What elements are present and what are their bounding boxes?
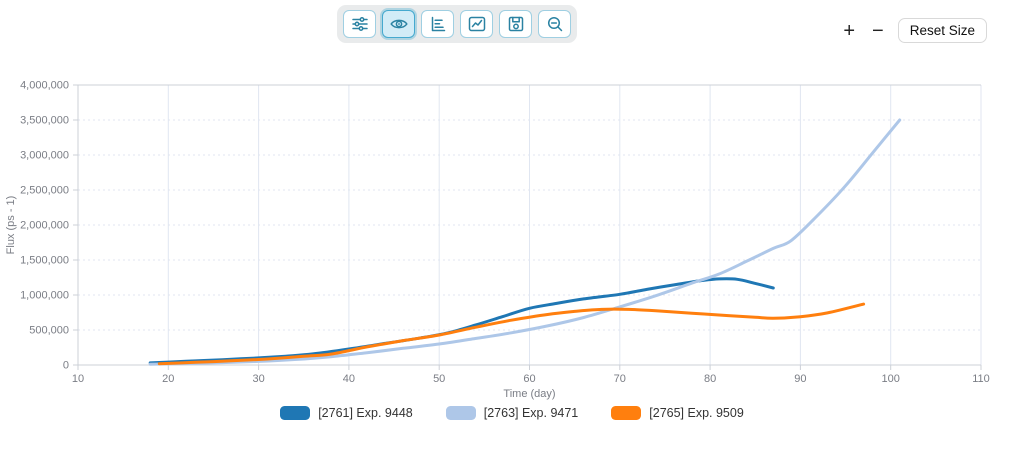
- visibility-button[interactable]: [382, 10, 415, 38]
- zoom-out-icon: [547, 16, 562, 32]
- legend-item[interactable]: [2761] Exp. 9448: [280, 406, 413, 420]
- legend-label: [2761] Exp. 9448: [318, 406, 413, 420]
- y-tick-label: 1,000,000: [20, 290, 69, 302]
- eye-icon: [389, 19, 408, 29]
- y-tick-label: 4,000,000: [20, 80, 69, 92]
- line-chart-button[interactable]: [460, 10, 493, 38]
- decrease-size-button[interactable]: −: [869, 21, 887, 41]
- y-tick-label: 3,500,000: [20, 115, 69, 127]
- legend-item[interactable]: [2763] Exp. 9471: [445, 406, 579, 420]
- legend-swatch: [611, 406, 642, 420]
- x-tick-label: 90: [794, 373, 806, 385]
- x-tick-label: 60: [523, 373, 535, 385]
- bar-chart-icon: [431, 16, 445, 32]
- x-tick-label: 80: [704, 373, 716, 385]
- x-tick-label: 30: [252, 373, 264, 385]
- x-tick-label: 10: [72, 373, 84, 385]
- size-controls: + − Reset Size: [840, 18, 987, 43]
- y-tick-label: 3,000,000: [20, 150, 69, 162]
- chart-legend: [2761] Exp. 9448 [2763] Exp. 9471 [2765] E…: [0, 406, 1024, 420]
- legend-swatch: [445, 406, 476, 420]
- save-icon: [508, 16, 523, 32]
- increase-size-button[interactable]: +: [840, 21, 858, 41]
- series-line-2765: [157, 302, 866, 366]
- zoom-out-button[interactable]: [538, 10, 571, 38]
- bar-chart-button[interactable]: [421, 10, 454, 38]
- y-tick-label: 2,500,000: [20, 185, 69, 197]
- chart-toolbar: [337, 5, 577, 43]
- reset-size-button[interactable]: Reset Size: [897, 18, 987, 43]
- legend-item[interactable]: [2765] Exp. 9509: [611, 406, 744, 420]
- x-axis-title: Time (day): [503, 388, 555, 400]
- series-line-2763: [148, 118, 902, 366]
- y-tick-label: 1,500,000: [20, 255, 69, 267]
- save-button[interactable]: [499, 10, 532, 38]
- x-tick-label: 40: [343, 373, 355, 385]
- y-tick-label: 2,000,000: [20, 220, 69, 232]
- x-tick-label: 50: [433, 373, 445, 385]
- settings-button[interactable]: [343, 10, 376, 38]
- y-axis-title: Flux (ps - 1): [5, 196, 17, 255]
- sliders-icon: [351, 17, 368, 31]
- y-tick-label: 0: [63, 360, 69, 372]
- x-tick-label: 100: [882, 373, 900, 385]
- x-tick-label: 70: [614, 373, 626, 385]
- x-tick-label: 20: [162, 373, 174, 385]
- y-tick-label: 500,000: [29, 325, 69, 337]
- legend-swatch: [280, 406, 311, 420]
- line-chart-icon: [468, 16, 485, 32]
- legend-label: [2763] Exp. 9471: [483, 406, 579, 420]
- legend-label: [2765] Exp. 9509: [649, 406, 744, 420]
- x-tick-label: 110: [972, 373, 990, 385]
